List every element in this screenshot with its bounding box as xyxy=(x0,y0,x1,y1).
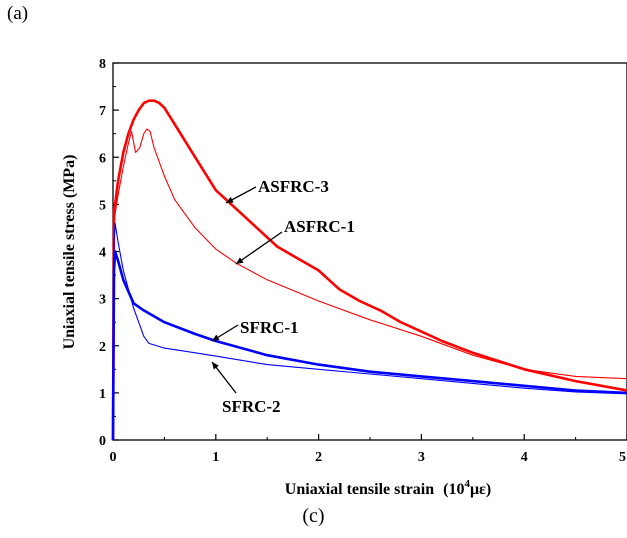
annotation-label: ASFRC-1 xyxy=(284,217,355,236)
y-axis-label: Uniaxial tensile stress (MPa) xyxy=(61,155,78,350)
x-tick-label: 3 xyxy=(418,450,425,465)
y-tick-label: 0 xyxy=(99,434,106,449)
panel-label: (a) xyxy=(7,3,29,24)
x-axis-ticks: 0 1 2 3 4 5 xyxy=(110,434,627,465)
x-axis-label: Uniaxial tensile strain (104με) xyxy=(285,478,491,498)
annotation-arrowhead xyxy=(212,362,219,370)
x-tick-label: 0 xyxy=(110,450,117,465)
series-line-asfrc-1 xyxy=(112,128,627,441)
annotation-label: ASFRC-3 xyxy=(258,177,329,196)
y-tick-label: 2 xyxy=(99,340,106,355)
y-tick-label: 8 xyxy=(99,57,106,72)
x-tick-label: 1 xyxy=(212,450,219,465)
annotation-label: SFRC-1 xyxy=(240,318,299,337)
series-layer xyxy=(111,99,627,441)
x-tick-label: 4 xyxy=(521,450,528,465)
annotation-arrowhead xyxy=(212,334,220,341)
x-tick-label: 5 xyxy=(619,450,626,465)
y-tick-label: 6 xyxy=(99,151,106,166)
line-chart: 0 1 2 3 4 5 6 7 8 0 1 2 3 4 5 ASFRC-3 ASFRC-1 SFRC-1 SFR… xyxy=(61,57,627,498)
y-tick-label: 4 xyxy=(99,246,106,261)
x-axis-unit-exponent: 4 xyxy=(464,478,470,490)
annotation-arrow xyxy=(235,231,283,265)
annotation-arrowhead xyxy=(236,257,244,264)
figure-caption: (c) xyxy=(302,505,325,527)
y-tick-label: 7 xyxy=(99,104,106,119)
series-line-sfrc-2 xyxy=(112,222,627,441)
annotation-arrowhead xyxy=(226,196,234,203)
annotation-layer: ASFRC-3 ASFRC-1 SFRC-1 SFRC-2 xyxy=(211,177,355,416)
series-line-sfrc-1 xyxy=(111,250,627,441)
y-tick-label: 1 xyxy=(99,387,106,402)
x-tick-label: 2 xyxy=(315,450,322,465)
series-line-asfrc-3 xyxy=(111,99,627,441)
plot-area-frame xyxy=(112,62,627,441)
x-axis-unit-base: (10 xyxy=(443,481,464,498)
annotation-label: SFRC-2 xyxy=(222,397,281,416)
x-axis-unit-tail: με) xyxy=(470,481,491,498)
x-axis-label-text: Uniaxial tensile strain xyxy=(285,481,434,498)
y-tick-label: 5 xyxy=(99,198,106,213)
y-tick-label: 3 xyxy=(99,293,106,308)
